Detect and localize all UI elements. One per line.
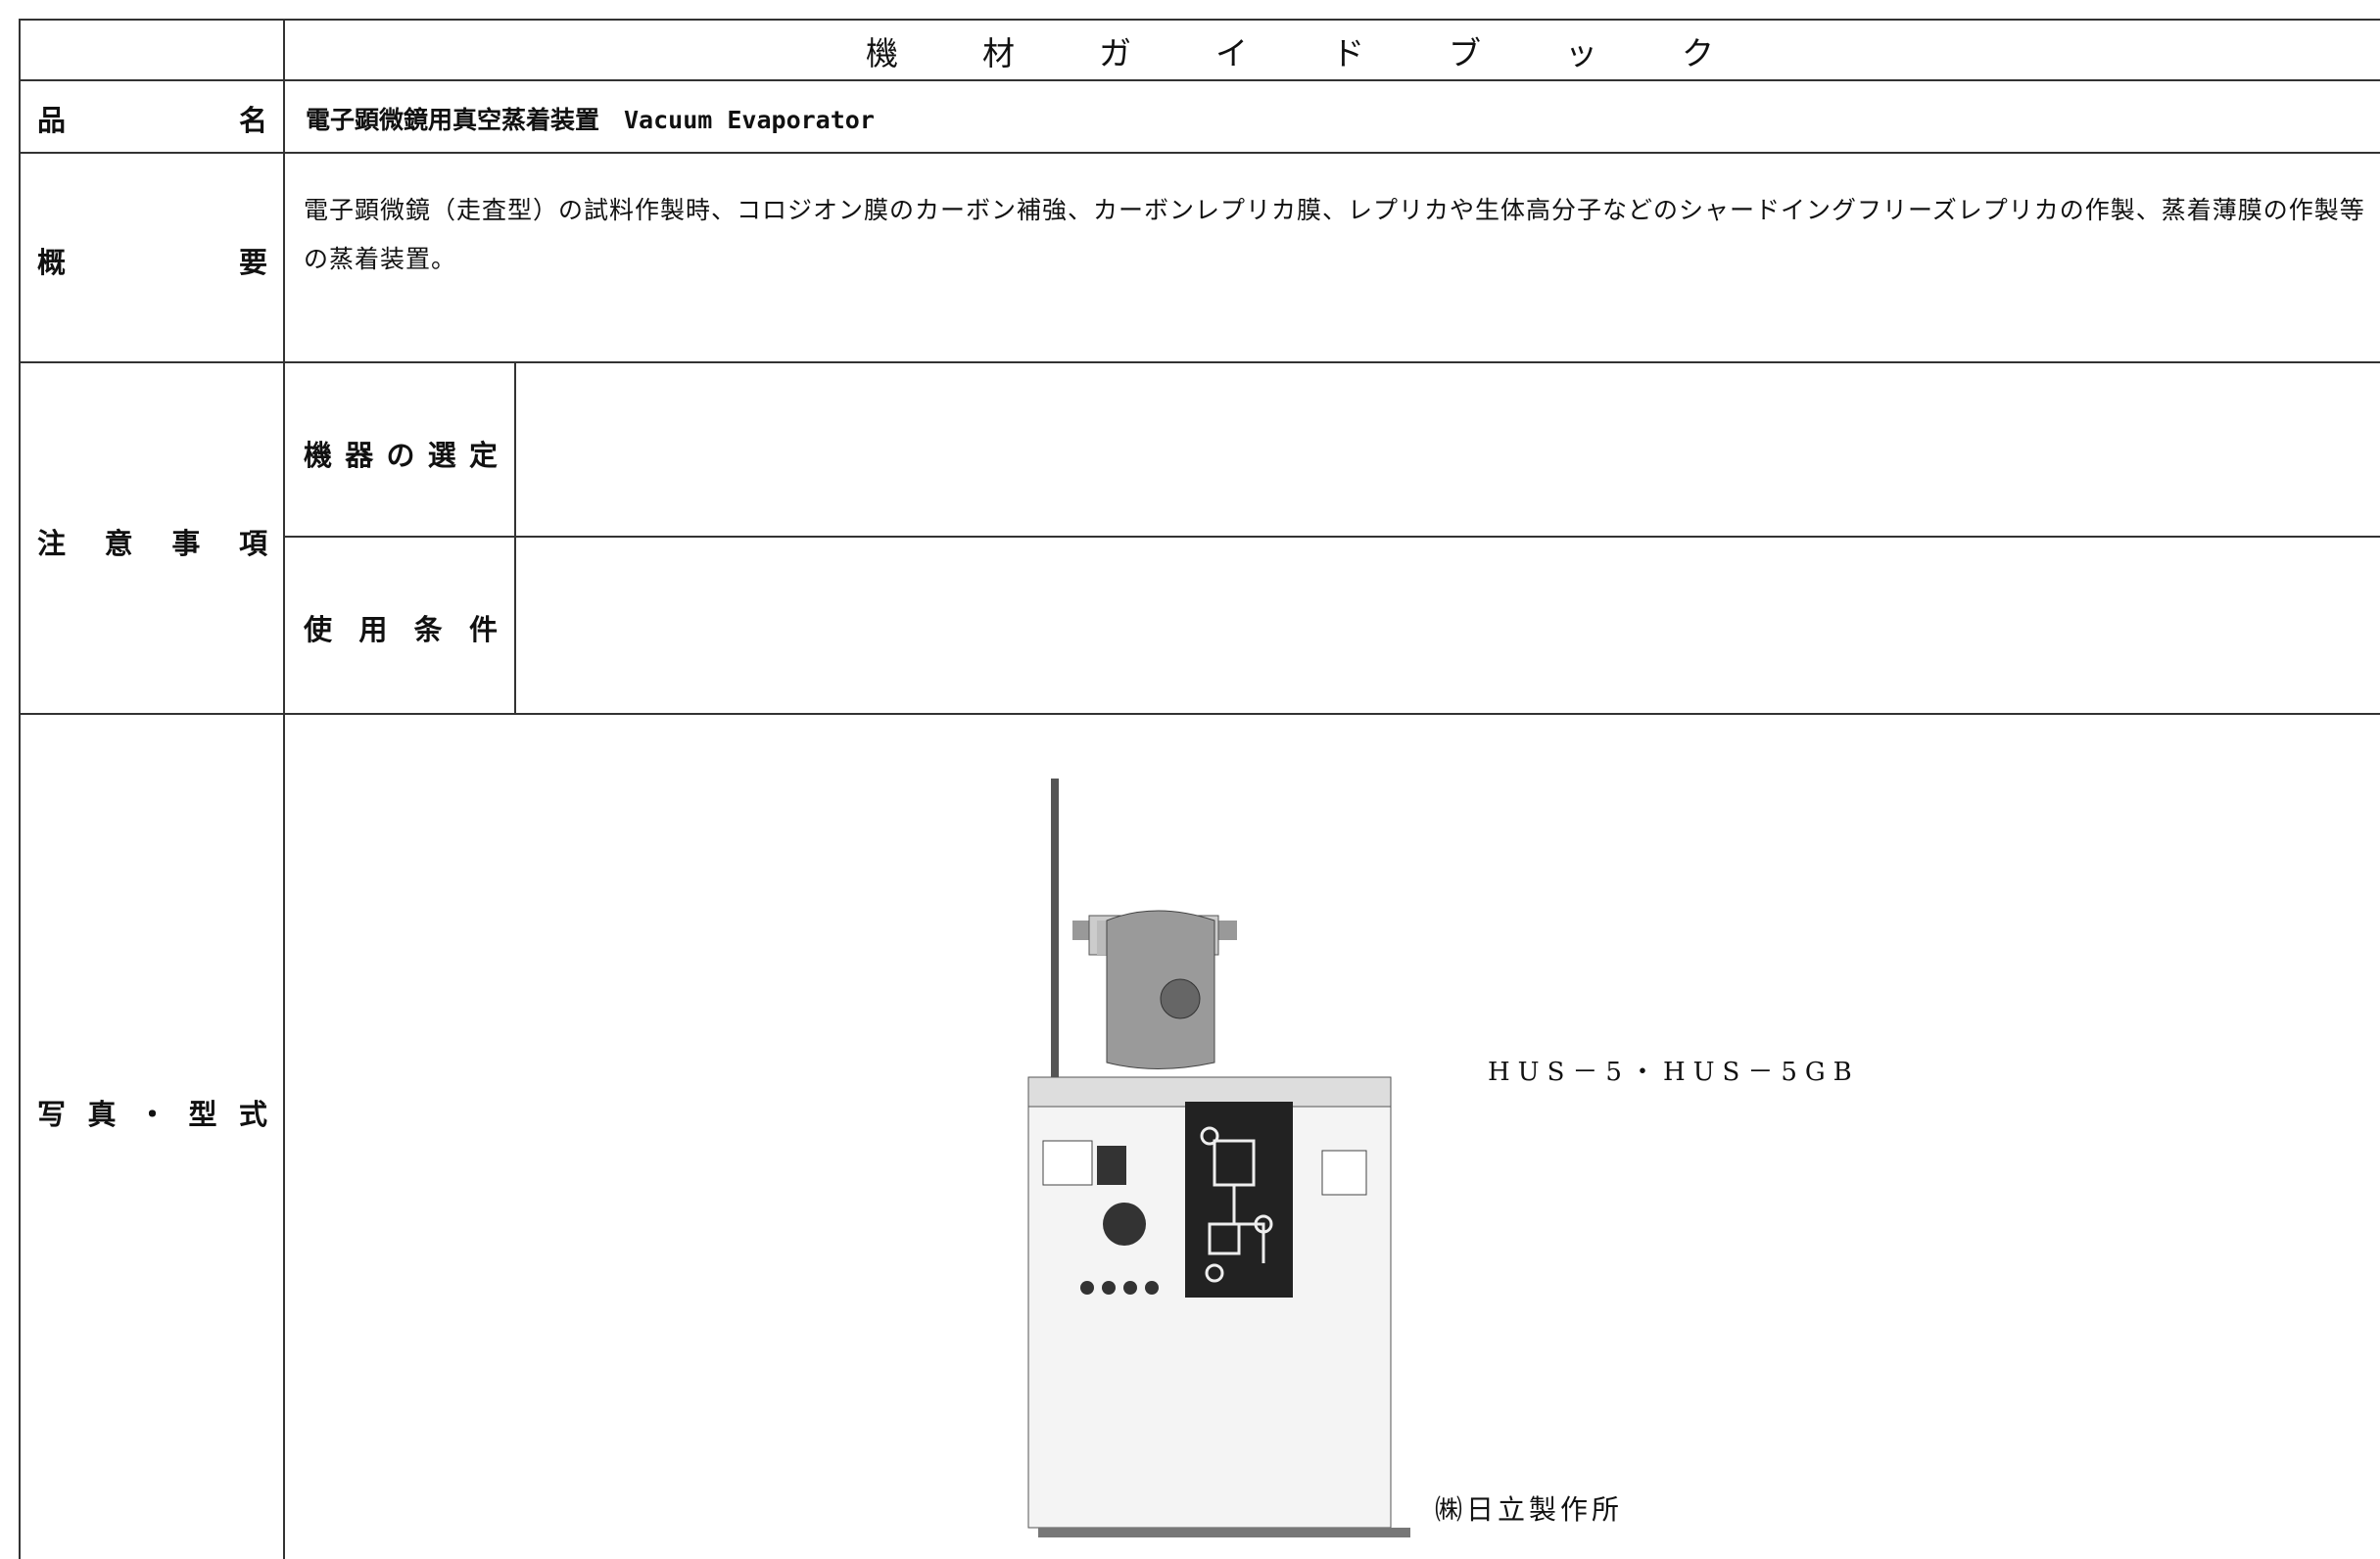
rule (283, 19, 285, 1559)
sub-label: 使用条件 (304, 613, 498, 646)
rule (19, 152, 2380, 154)
photo (1027, 779, 1410, 1537)
rod (1051, 779, 1059, 1082)
product-name: 電子顕微鏡用真空蒸着装置 Vacuum Evaporator (306, 106, 875, 134)
meter (1321, 1150, 1367, 1196)
rule (19, 19, 2380, 21)
rule (284, 536, 2380, 538)
rule (19, 713, 2380, 715)
row-label: 品名 (37, 104, 267, 137)
buttons (1080, 1281, 1159, 1295)
bell-jar (1106, 910, 1215, 1069)
row-label: 写真・型式 (37, 1098, 267, 1131)
row-label: 注意事項 (37, 527, 267, 560)
rule (19, 79, 2380, 81)
row-label: 概要 (37, 246, 267, 279)
rule (19, 19, 21, 1559)
floor-plate (1038, 1528, 1410, 1537)
sub-label: 機器の選定 (304, 439, 498, 472)
control-panel (1185, 1102, 1293, 1298)
rule (19, 361, 2380, 363)
knob (1103, 1203, 1146, 1246)
port (1160, 978, 1201, 1019)
overview-text: 電子顕微鏡（走査型）の試料作製時、コロジオン膜のカーボン補強、カーボンレプリカ膜… (304, 196, 2365, 273)
rule (514, 361, 516, 714)
panel-diagram (1200, 1126, 1273, 1283)
meter (1042, 1140, 1093, 1186)
maker: ㈱日立製作所 (1435, 1493, 1624, 1526)
model: HUS－5・HUS－5GB (1488, 1058, 1860, 1087)
switch (1097, 1146, 1126, 1185)
header-title: 機材ガイドブック (866, 34, 1798, 72)
